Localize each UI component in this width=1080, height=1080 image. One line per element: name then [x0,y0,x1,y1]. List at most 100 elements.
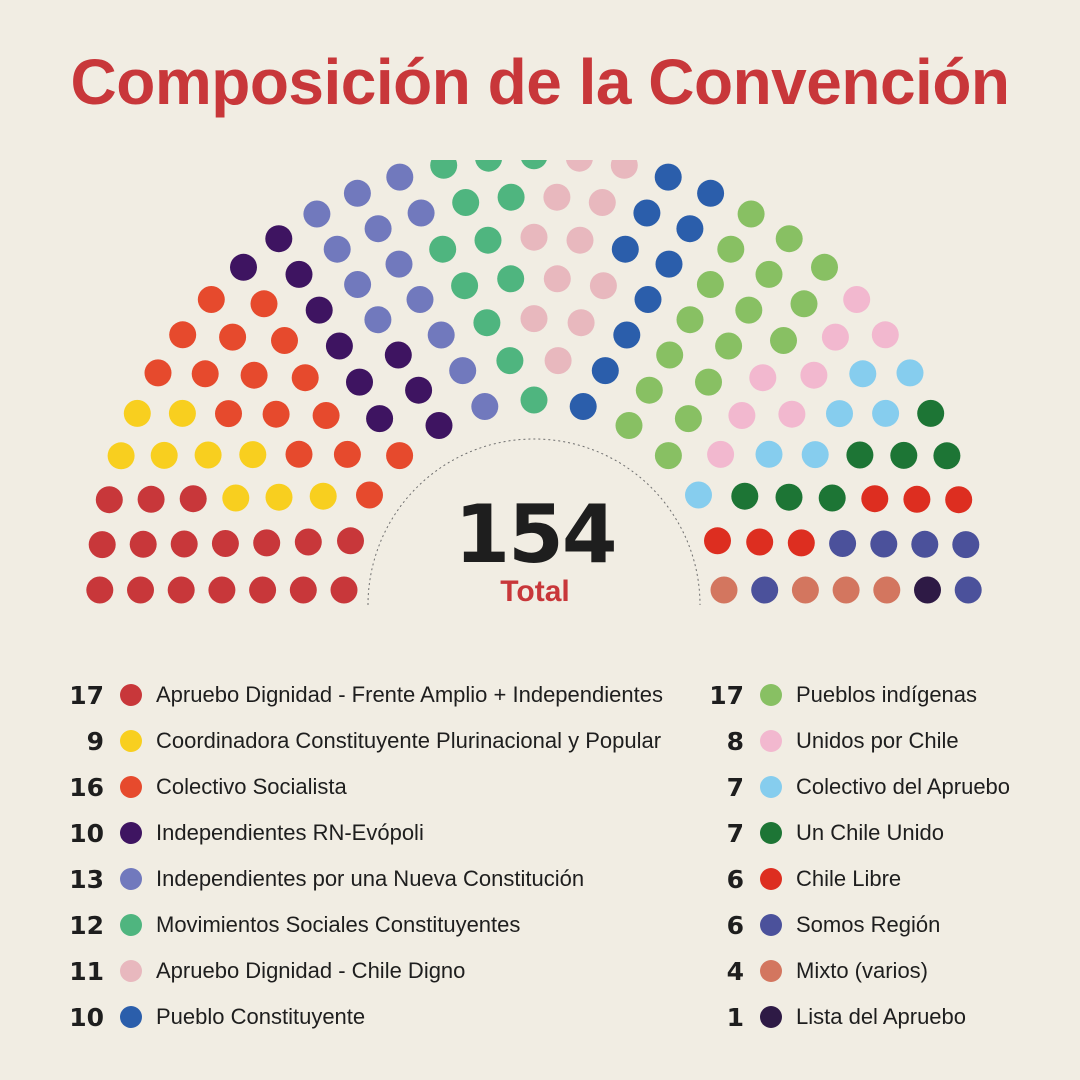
seat-dot [770,327,797,354]
seat-dot [896,359,924,387]
legend-label: Un Chile Unido [796,820,944,845]
seat-dot [305,296,333,324]
seat-dot [429,235,457,263]
seat-dot [704,527,731,555]
chart-title: Composición de la Convención [70,46,1011,118]
seat-dot [346,368,373,396]
legend-label: Unidos por Chile [796,728,959,753]
seat-dot [676,215,704,243]
seat-dot [230,253,257,281]
legend-count: 4 [726,956,744,986]
legend-count: 11 [69,956,104,986]
seat-dot [364,306,392,334]
legend-count: 7 [726,772,744,802]
seat-dot [406,286,434,313]
seat-dot [751,576,779,604]
seat-dot [425,412,453,439]
legend-count: 12 [69,910,104,940]
legend-item: 7 Un Chile Unido [690,810,1010,856]
legend-right: 17 Pueblos indígenas 8 Unidos por Chile 7 Col… [690,672,1010,1040]
seat-dot [707,440,735,468]
seat-dot [405,376,433,404]
seat-dot [755,260,783,288]
seat-dot [870,530,898,558]
seat-dot [262,400,290,428]
seat-dot [569,393,597,420]
legend-swatch [120,822,142,844]
seat-dot [191,360,219,388]
legend-count: 17 [709,680,744,710]
seat-dot [208,576,236,604]
seat-dot [849,360,877,388]
seat-dot [95,486,123,514]
legend-label: Independientes por una Nueva Constitució… [156,866,585,891]
legend-count: 9 [86,726,104,756]
seat-dot [356,481,383,509]
legend-item: 7 Colectivo del Apruebo [690,764,1010,810]
seat-dot [914,576,941,604]
legend-item: 1 Lista del Apruebo [690,994,1010,1040]
seat-dot [615,412,643,439]
legend-swatch [760,822,782,844]
seat-dot [633,199,661,227]
legend-swatch [760,1006,782,1028]
legend-swatch [120,684,142,706]
seat-dot [239,441,267,469]
seat-dot [168,399,196,427]
legend-label: Somos Región [796,912,941,937]
seat-dot [610,160,638,179]
legend-count: 10 [69,1002,104,1032]
legend-label: Movimientos Sociales Constituyentes [156,912,521,937]
legend-swatch [120,914,142,936]
inner-arc [367,438,701,606]
seat-dot [179,485,207,513]
seat-dot [567,309,595,337]
total-number: 154 [454,488,618,581]
seat-dot [800,361,828,389]
seat-dot [911,530,939,558]
legend-item: 17 Apruebo Dignidad - Frente Amplio + Ind… [50,672,663,718]
seat-dot [475,160,502,172]
legend-item: 6 Chile Libre [690,856,1010,902]
legend-left: 17 Apruebo Dignidad - Frente Amplio + Ind… [50,672,663,1040]
seat-dot [386,442,414,470]
legend-item: 6 Somos Región [690,902,1010,948]
seat-dot [710,576,738,604]
seat-dot [903,485,931,513]
seat-dot [755,440,783,468]
seat-dot [674,405,702,433]
total-label: Total [500,575,570,608]
seat-dot [591,357,619,385]
seat-dot [872,399,900,427]
seat-dot [832,576,860,604]
seat-dot [696,271,724,298]
legend-item: 10 Pueblo Constituyente [50,994,663,1040]
seat-dot [323,235,351,263]
seat-dot [343,179,371,207]
seat-dot [473,309,501,337]
seat-dot [309,482,337,510]
seat-dot [654,163,682,191]
legend-label: Colectivo del Apruebo [796,774,1011,799]
legend-count: 6 [726,910,744,940]
legend-label: Colectivo Socialista [156,774,347,799]
legend-swatch [120,776,142,798]
seat-dot [330,576,358,604]
legend-count: 10 [69,818,104,848]
seat-dot [451,272,479,300]
seat-dot [811,253,838,281]
seat-dot [566,160,593,172]
seat-dot [265,483,293,511]
legend-label: Lista del Apruebo [796,1004,967,1029]
legend-swatch [760,868,782,890]
legend-item: 11 Apruebo Dignidad - Chile Digno [50,948,663,994]
seat-dot [129,530,157,558]
seat-dot [801,441,829,469]
seat-dot [344,271,372,298]
legend-item: 13 Independientes por una Nueva Constituc… [50,856,663,902]
seat-dot [170,530,198,558]
legend-swatch [760,914,782,936]
seat-dot [861,485,889,513]
seat-dot [137,485,165,513]
legend-count: 13 [69,864,104,894]
